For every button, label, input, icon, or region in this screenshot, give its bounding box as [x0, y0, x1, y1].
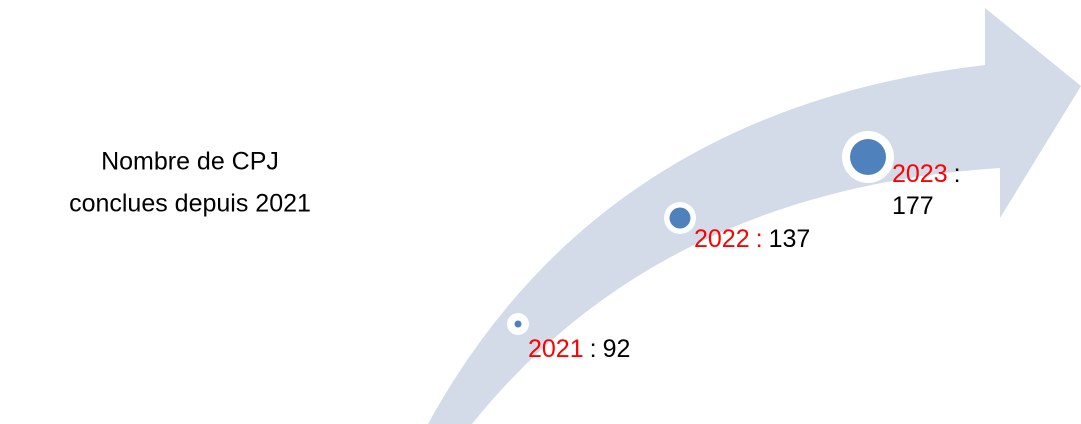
milestone-year: 2022	[694, 225, 750, 253]
title-line: Nombre de CPJ	[101, 148, 279, 176]
dot	[850, 139, 886, 175]
title-line: conclues depuis 2021	[69, 190, 311, 218]
milestone-dot	[507, 313, 529, 335]
milestone-separator: :	[756, 225, 763, 253]
milestone-label: 2022:137	[694, 225, 810, 253]
milestone-value: 92	[603, 335, 631, 363]
milestone-year: 2021	[528, 335, 584, 363]
milestone-label: 2021:92	[528, 335, 630, 363]
dot	[669, 207, 691, 229]
milestone-year: 2023	[892, 160, 948, 188]
trend-arrow	[428, 8, 1081, 424]
dot	[514, 320, 522, 328]
milestone-label: 2023:177	[892, 160, 961, 220]
milestone-separator: :	[954, 160, 961, 188]
milestone-dot	[842, 131, 894, 183]
milestone-dot	[664, 202, 696, 234]
milestone-separator: :	[590, 335, 597, 363]
milestone-value: 137	[769, 225, 811, 253]
milestone-value: 177	[892, 192, 934, 220]
